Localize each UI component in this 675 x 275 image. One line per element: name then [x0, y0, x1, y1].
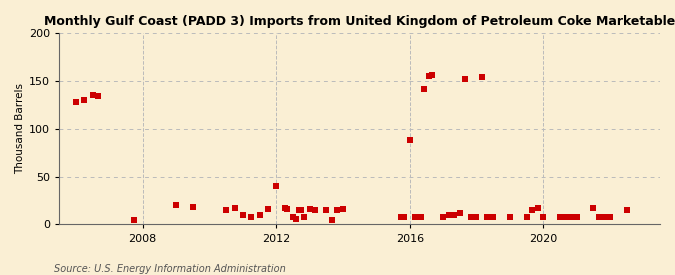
Point — [465, 214, 476, 219]
Point — [538, 214, 549, 219]
Point — [593, 214, 604, 219]
Point — [560, 214, 571, 219]
Point — [404, 138, 415, 142]
Point — [288, 214, 298, 219]
Y-axis label: Thousand Barrels: Thousand Barrels — [15, 83, 25, 174]
Point — [571, 214, 582, 219]
Point — [521, 214, 532, 219]
Point — [460, 77, 471, 81]
Point — [482, 214, 493, 219]
Point — [477, 75, 487, 79]
Point — [471, 214, 482, 219]
Point — [293, 208, 304, 212]
Point — [87, 93, 98, 98]
Point — [554, 214, 565, 219]
Point — [282, 207, 293, 211]
Point — [415, 214, 426, 219]
Point — [321, 208, 331, 212]
Point — [271, 184, 281, 188]
Point — [437, 214, 448, 219]
Point — [532, 206, 543, 210]
Point — [605, 214, 616, 219]
Point — [443, 213, 454, 217]
Title: Monthly Gulf Coast (PADD 3) Imports from United Kingdom of Petroleum Coke Market: Monthly Gulf Coast (PADD 3) Imports from… — [44, 15, 675, 28]
Point — [304, 207, 315, 211]
Text: Source: U.S. Energy Information Administration: Source: U.S. Energy Information Administ… — [54, 264, 286, 274]
Point — [296, 208, 306, 212]
Point — [246, 214, 256, 219]
Point — [427, 73, 437, 78]
Point — [396, 214, 407, 219]
Point — [129, 218, 140, 222]
Point — [93, 94, 104, 99]
Point — [221, 208, 232, 212]
Point — [238, 213, 248, 217]
Point — [504, 214, 515, 219]
Point — [310, 208, 321, 212]
Point — [418, 87, 429, 91]
Point — [424, 74, 435, 79]
Point — [449, 213, 460, 217]
Point — [526, 208, 537, 212]
Point — [298, 214, 309, 219]
Point — [338, 207, 348, 211]
Point — [454, 211, 465, 215]
Point — [327, 218, 338, 222]
Point — [488, 214, 499, 219]
Point — [332, 208, 343, 212]
Point — [254, 213, 265, 217]
Point — [263, 207, 273, 211]
Point — [399, 214, 410, 219]
Point — [588, 206, 599, 210]
Point — [621, 208, 632, 212]
Point — [290, 216, 301, 221]
Point — [566, 214, 576, 219]
Point — [599, 214, 610, 219]
Point — [188, 205, 198, 210]
Point — [71, 100, 82, 104]
Point — [279, 206, 290, 210]
Point — [171, 203, 182, 208]
Point — [410, 214, 421, 219]
Point — [229, 206, 240, 210]
Point — [79, 98, 90, 102]
